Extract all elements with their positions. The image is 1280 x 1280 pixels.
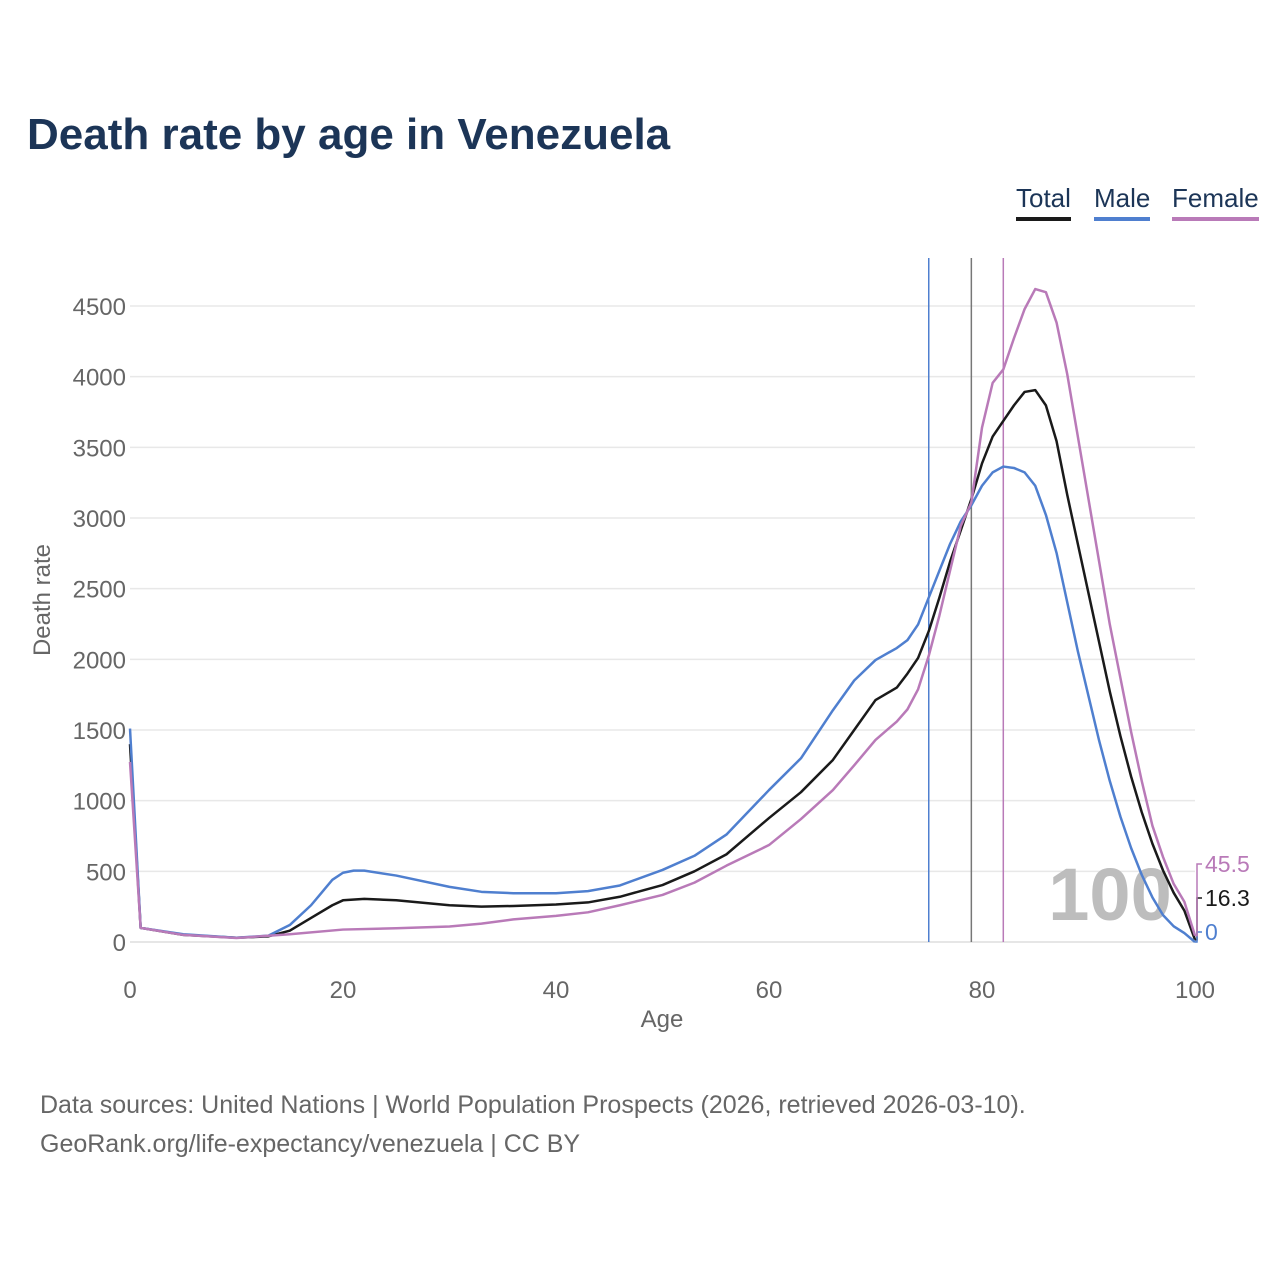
- legend-male[interactable]: Male: [1094, 183, 1151, 221]
- y-axis-label: Death rate: [29, 544, 56, 656]
- chart-title: Death rate by age in Venezuela: [27, 110, 671, 159]
- series-line-total: [128, 388, 1197, 941]
- x-tick-label: 60: [756, 977, 783, 1004]
- series-line-male: [128, 465, 1196, 943]
- end-label-connector: [1195, 931, 1202, 943]
- series-line-female: [128, 287, 1197, 940]
- y-tick-label: 4500: [73, 294, 126, 321]
- x-tick-label: 0: [123, 977, 136, 1004]
- source-link[interactable]: GeoRank.org/life-expectancy/venezuela | …: [40, 1130, 581, 1158]
- y-tick-label: 3000: [73, 506, 126, 533]
- x-tick-label: 100: [1175, 977, 1215, 1004]
- end-label-connector: [1195, 897, 1202, 941]
- y-tick-label: 2000: [73, 647, 126, 674]
- y-tick-label: 0: [113, 930, 126, 957]
- end-label-total: 16.3: [1205, 885, 1250, 911]
- y-tick-label: 3500: [73, 435, 126, 462]
- y-tick-label: 4000: [73, 365, 126, 392]
- y-tick-label: 1500: [73, 718, 126, 745]
- x-tick-label: 80: [969, 977, 996, 1004]
- legend-female[interactable]: Female: [1172, 183, 1259, 221]
- end-label-female: 45.5: [1205, 851, 1250, 877]
- watermark-year: 100: [1048, 853, 1171, 936]
- end-label-male: 0: [1205, 919, 1218, 945]
- x-axis-label: Age: [641, 1006, 684, 1033]
- legend-total[interactable]: Total: [1016, 183, 1071, 221]
- y-tick-label: 500: [86, 859, 126, 886]
- y-tick-label: 1000: [73, 789, 126, 816]
- y-tick-label: 2500: [73, 577, 126, 604]
- footer: Data sources: United Nations | World Pop…: [40, 1086, 1026, 1164]
- data-sources: Data sources: United Nations | World Pop…: [40, 1091, 1026, 1119]
- x-tick-label: 40: [543, 977, 570, 1004]
- end-label-connector: [1195, 863, 1202, 937]
- x-tick-label: 20: [330, 977, 357, 1004]
